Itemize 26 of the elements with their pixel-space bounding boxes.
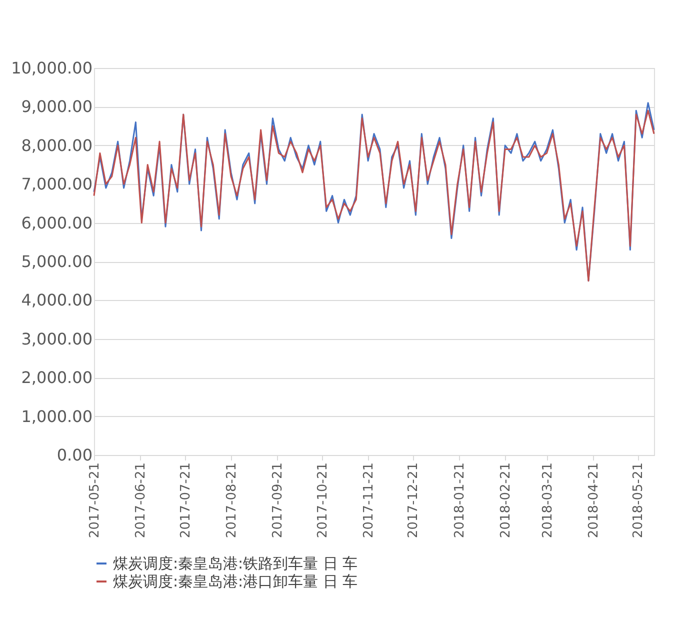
x-tick-label: 2018-02-21 [498, 462, 514, 538]
x-tick-label: 2018-05-21 [631, 462, 646, 538]
y-tick-label: 4,000.00 [21, 290, 92, 310]
x-tick-label: 2017-09-21 [270, 462, 286, 538]
y-tick-label: 10,000.00 [11, 58, 92, 78]
x-tick-label: 2018-01-21 [452, 462, 468, 538]
y-tick-label: 5,000.00 [21, 252, 92, 271]
x-tick-label: 2017-12-21 [406, 462, 422, 538]
y-tick-label: 2,000.00 [21, 368, 92, 388]
x-tick-label: 2017-08-21 [224, 462, 240, 538]
legend-label: 煤炭调度:秦皇岛港:铁路到车量 日 车 [113, 554, 358, 572]
x-tick-label: 2017-07-21 [178, 462, 194, 538]
y-tick-label: 8,000.00 [21, 136, 92, 155]
x-tick-label: 2017-06-21 [134, 462, 149, 538]
x-tick-label: 2018-04-21 [586, 462, 602, 538]
y-tick-label: 9,000.00 [21, 97, 92, 116]
x-tick-label: 2017-11-21 [362, 462, 377, 538]
y-tick-label: 0.00 [56, 446, 92, 464]
y-tick-label: 1,000.00 [21, 406, 92, 426]
y-tick-label: 7,000.00 [21, 174, 92, 194]
y-tick-label: 3,000.00 [21, 329, 92, 348]
y-tick-label: 6,000.00 [21, 213, 92, 232]
x-tick-label: 2017-10-21 [315, 462, 330, 538]
legend-label: 煤炭调度:秦皇岛港:港口卸车量 日 车 [113, 572, 358, 590]
x-tick-label: 2017-05-21 [88, 462, 102, 538]
x-tick-label: 2018-03-21 [540, 462, 556, 538]
